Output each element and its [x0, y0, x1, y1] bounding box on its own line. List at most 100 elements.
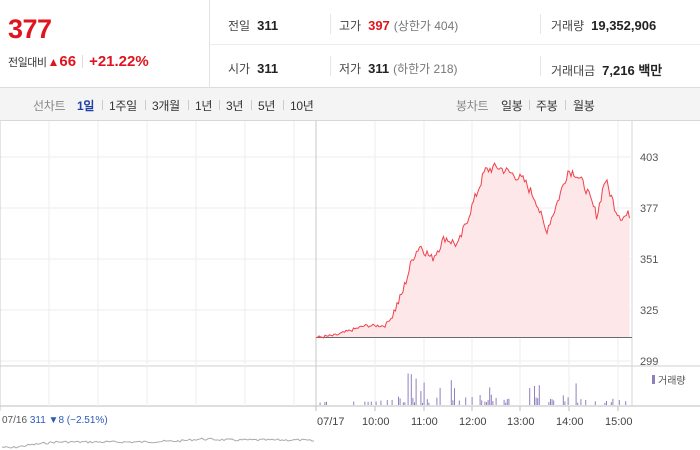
volume-bar	[452, 400, 454, 405]
stat-prev-close: 전일 311	[228, 17, 278, 34]
volume-bar	[386, 400, 388, 405]
volume-bar	[486, 402, 487, 405]
volume-bar	[604, 402, 606, 405]
volume-bar	[580, 399, 582, 405]
divider	[565, 100, 566, 110]
divider	[145, 100, 146, 110]
volume-bar	[610, 402, 612, 405]
price-box: 377 전일대비 ▲ 66 +21.22%	[0, 0, 210, 88]
stat-label: 저가	[339, 62, 362, 76]
volume-bar	[612, 398, 614, 405]
volume-bar	[529, 388, 531, 405]
divider	[251, 100, 252, 110]
stat-label: 거래대금	[551, 64, 596, 78]
tab-period-1d[interactable]: 1일	[77, 99, 95, 113]
stat-label: 전일	[228, 19, 251, 33]
volume-bar	[577, 402, 579, 405]
candle-chart-label: 봉차트	[456, 99, 489, 113]
x-tick-label: 14:00	[556, 416, 584, 428]
up-arrow-icon: ▲	[47, 54, 60, 69]
divider	[540, 14, 541, 34]
divider	[540, 56, 541, 76]
volume-bar	[585, 399, 587, 405]
tab-candle-daily[interactable]: 일봉	[501, 99, 523, 113]
divider	[219, 100, 220, 110]
volume-bar	[407, 373, 409, 405]
volume-bar	[391, 399, 393, 405]
y-tick-label: 351	[640, 254, 658, 266]
volume-bar	[538, 385, 540, 405]
volume-bar	[506, 399, 508, 405]
volume-bar	[367, 401, 369, 405]
divider	[102, 100, 103, 110]
price-line	[315, 161, 630, 339]
volume-bar	[567, 397, 569, 405]
volume-legend: 거래량	[652, 372, 686, 387]
stat-label: 거래량	[551, 19, 585, 33]
volume-bar	[594, 401, 596, 405]
tab-period-3y[interactable]: 3년	[226, 99, 244, 113]
volume-bar	[562, 395, 564, 405]
volume-bar	[450, 380, 452, 405]
volume-bar	[439, 387, 441, 405]
stat-open: 시가 311	[228, 60, 278, 77]
stat-value: 311	[257, 61, 279, 76]
volume-bar	[481, 400, 483, 405]
volume-bar	[606, 400, 607, 405]
stat-high: 고가 397 (상한가 404)	[339, 17, 458, 34]
volume-bar	[420, 390, 422, 405]
volume-bar	[551, 399, 553, 405]
current-price: 377	[8, 14, 52, 44]
tab-period-5y[interactable]: 5년	[258, 99, 276, 113]
volume-bar	[398, 396, 399, 405]
volume-bar	[326, 401, 327, 405]
volume-bar	[375, 401, 377, 405]
volume-bar	[399, 398, 401, 405]
tab-period-1y[interactable]: 1년	[195, 99, 213, 113]
tab-period-1w[interactable]: 1주일	[109, 99, 137, 113]
volume-bar	[319, 402, 321, 405]
volume-legend-label: 거래량	[658, 376, 686, 387]
volume-bar	[489, 387, 491, 405]
volume-bar	[412, 397, 414, 405]
stat-label: 고가	[339, 19, 362, 33]
y-tick-label: 377	[640, 203, 658, 215]
volume-bar	[564, 401, 566, 405]
prev-day-percent: (−2.51%)	[66, 415, 108, 426]
stat-value: 311	[368, 61, 390, 76]
tab-period-3m[interactable]: 3개월	[152, 99, 180, 113]
price-area	[316, 163, 630, 338]
volume-bar	[503, 399, 505, 405]
x-tick-label: 07/17	[317, 416, 345, 428]
volume-bar	[414, 402, 415, 405]
divider	[188, 100, 189, 110]
volume-bar	[415, 378, 417, 405]
volume-bar	[454, 388, 455, 405]
y-tick-label: 325	[640, 305, 658, 317]
volume-bar	[505, 402, 507, 405]
stat-value: 19,352,906	[591, 18, 657, 33]
stat-value: 7,216 백만	[602, 63, 663, 78]
volume-bar	[535, 397, 537, 405]
price-chart[interactable]: 403 377 351 325 299 07/17 10:00 11:00 12:00 13:00…	[0, 121, 700, 450]
tab-candle-monthly[interactable]: 월봉	[573, 99, 595, 113]
volume-bar	[534, 385, 535, 405]
volume-bar	[458, 400, 460, 405]
prev-day-change: 8	[58, 415, 65, 426]
divider	[330, 56, 331, 76]
prev-day-line	[1, 437, 315, 449]
prev-day-close: 311	[29, 415, 46, 426]
volume-bar	[495, 397, 497, 405]
stat-volume: 거래량 19,352,906	[551, 17, 656, 34]
stat-label: 시가	[228, 62, 251, 76]
chart-toolbar: 선차트 1일 1주일 3개월 1년 3년 5년 10년 봉차트 일봉 주봉 월봉	[0, 88, 700, 121]
volume-bar	[402, 402, 404, 405]
x-tick-label: 12:00	[459, 416, 487, 428]
volume-bar	[324, 402, 326, 405]
tab-candle-weekly[interactable]: 주봉	[536, 99, 558, 113]
row-divider	[210, 44, 700, 45]
y-tick-label: 299	[640, 356, 658, 368]
change-percent: +21.22%	[89, 53, 149, 70]
tab-period-10y[interactable]: 10년	[290, 99, 314, 113]
divider	[283, 100, 284, 110]
